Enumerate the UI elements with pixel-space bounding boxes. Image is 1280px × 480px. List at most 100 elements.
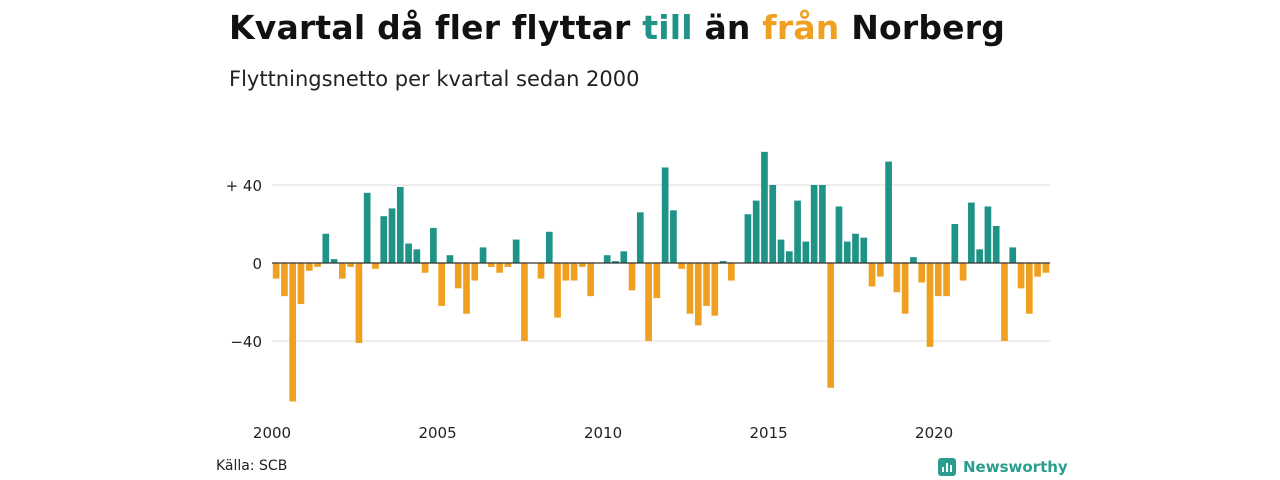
bar-negative: [463, 263, 470, 314]
bar-negative: [554, 263, 561, 318]
bar-negative: [521, 263, 528, 341]
bar-positive: [885, 161, 892, 263]
bar-negative: [959, 263, 967, 281]
bar-negative: [628, 263, 636, 291]
bar-negative: [918, 263, 926, 283]
bar-negative: [347, 263, 354, 267]
bar-positive: [430, 227, 437, 263]
bar-positive: [405, 243, 412, 263]
bar-positive: [802, 241, 810, 263]
bar-positive: [910, 257, 917, 263]
chart-subtitle: Flyttningsnetto per kvartal sedan 2000: [229, 67, 640, 91]
bar-positive: [976, 249, 983, 263]
bar-positive: [744, 214, 752, 263]
bar-positive: [322, 233, 330, 263]
bar-positive: [612, 261, 619, 263]
title-part-1: Kvartal då fler flyttar: [229, 8, 643, 47]
bar-positive: [603, 255, 611, 263]
brand-logo: Newsworthy: [938, 456, 1068, 478]
bar-positive: [1009, 247, 1017, 263]
bar-positive: [835, 206, 843, 263]
bar-positive: [670, 210, 677, 263]
x-tick-label: 2015: [750, 424, 788, 442]
bar-negative: [496, 263, 503, 273]
bar-negative: [537, 263, 545, 279]
bar-positive: [388, 208, 396, 263]
gridlines: [272, 184, 1050, 342]
title-highlight-till: till: [642, 8, 693, 47]
bar-positive: [661, 167, 669, 263]
bar-negative: [454, 263, 462, 289]
bar-negative: [579, 263, 586, 267]
y-tick-label: −40: [230, 333, 262, 351]
bar-positive: [794, 200, 801, 263]
bar-negative: [587, 263, 594, 297]
brand-name: Newsworthy: [963, 458, 1068, 476]
bar-positive: [819, 185, 826, 263]
x-tick-label: 2010: [584, 424, 622, 442]
bar-positive: [852, 233, 859, 263]
bar-negative: [868, 263, 876, 287]
bar-negative: [711, 263, 719, 316]
bar-negative: [471, 263, 479, 281]
bar-negative: [703, 263, 710, 306]
bar-negative: [438, 263, 446, 306]
x-tick-label: 2000: [253, 424, 291, 442]
bar-negative: [686, 263, 694, 314]
bar-negative: [314, 263, 321, 267]
bar-positive: [752, 200, 760, 263]
bar-negative: [305, 263, 313, 271]
bar-negative: [570, 263, 578, 281]
bar-negative: [272, 263, 280, 279]
bar-negative: [943, 263, 950, 297]
bar-negative: [355, 263, 363, 343]
y-tick-label: + 40: [226, 177, 262, 195]
newsworthy-logo-icon: [938, 458, 956, 476]
bar-negative: [876, 263, 884, 277]
bar-positive: [396, 186, 404, 263]
bar-negative: [678, 263, 686, 269]
bar-negative: [297, 263, 305, 304]
bar-negative: [728, 263, 735, 281]
bar-positive: [951, 224, 959, 263]
bar-negative: [281, 263, 288, 297]
bar-negative: [1025, 263, 1033, 314]
bar-positive: [860, 237, 868, 263]
bar-negative: [562, 263, 570, 281]
chart-title: Kvartal då fler flyttar till än från Nor…: [229, 8, 1005, 47]
x-tick-label: 2020: [915, 424, 953, 442]
bar-positive: [810, 185, 818, 263]
y-axis-ticks: + 40 0 −40: [226, 177, 262, 351]
bar-positive: [777, 239, 785, 263]
bar-positive: [620, 251, 628, 263]
bar-positive: [968, 202, 975, 263]
bar-positive: [984, 206, 992, 263]
bar-positive: [785, 251, 793, 263]
bar-positive: [446, 255, 454, 263]
bar-negative: [645, 263, 652, 341]
bar-negative: [487, 263, 495, 267]
y-tick-label: 0: [252, 255, 262, 273]
bar-negative: [893, 263, 901, 293]
bar-positive: [761, 151, 768, 263]
bar-negative: [827, 263, 835, 388]
bar-positive: [363, 192, 371, 263]
x-axis-ticks: 2000 2005 2010 2015 2020: [253, 424, 953, 442]
bar-negative: [421, 263, 429, 273]
bars: [272, 151, 1050, 402]
bar-negative: [1042, 263, 1050, 273]
bar-negative: [934, 263, 942, 297]
bar-negative: [653, 263, 661, 299]
title-part-2: än: [692, 8, 763, 47]
bar-negative: [1017, 263, 1025, 289]
bar-positive: [769, 185, 777, 263]
bar-positive: [719, 261, 727, 263]
bar-negative: [1034, 263, 1041, 277]
x-tick-label: 2005: [418, 424, 456, 442]
bar-positive: [380, 216, 388, 263]
bar-negative: [1001, 263, 1008, 341]
title-highlight-fran: från: [762, 8, 840, 47]
bar-negative: [372, 263, 379, 269]
bar-positive: [512, 239, 520, 263]
bar-negative: [504, 263, 512, 267]
